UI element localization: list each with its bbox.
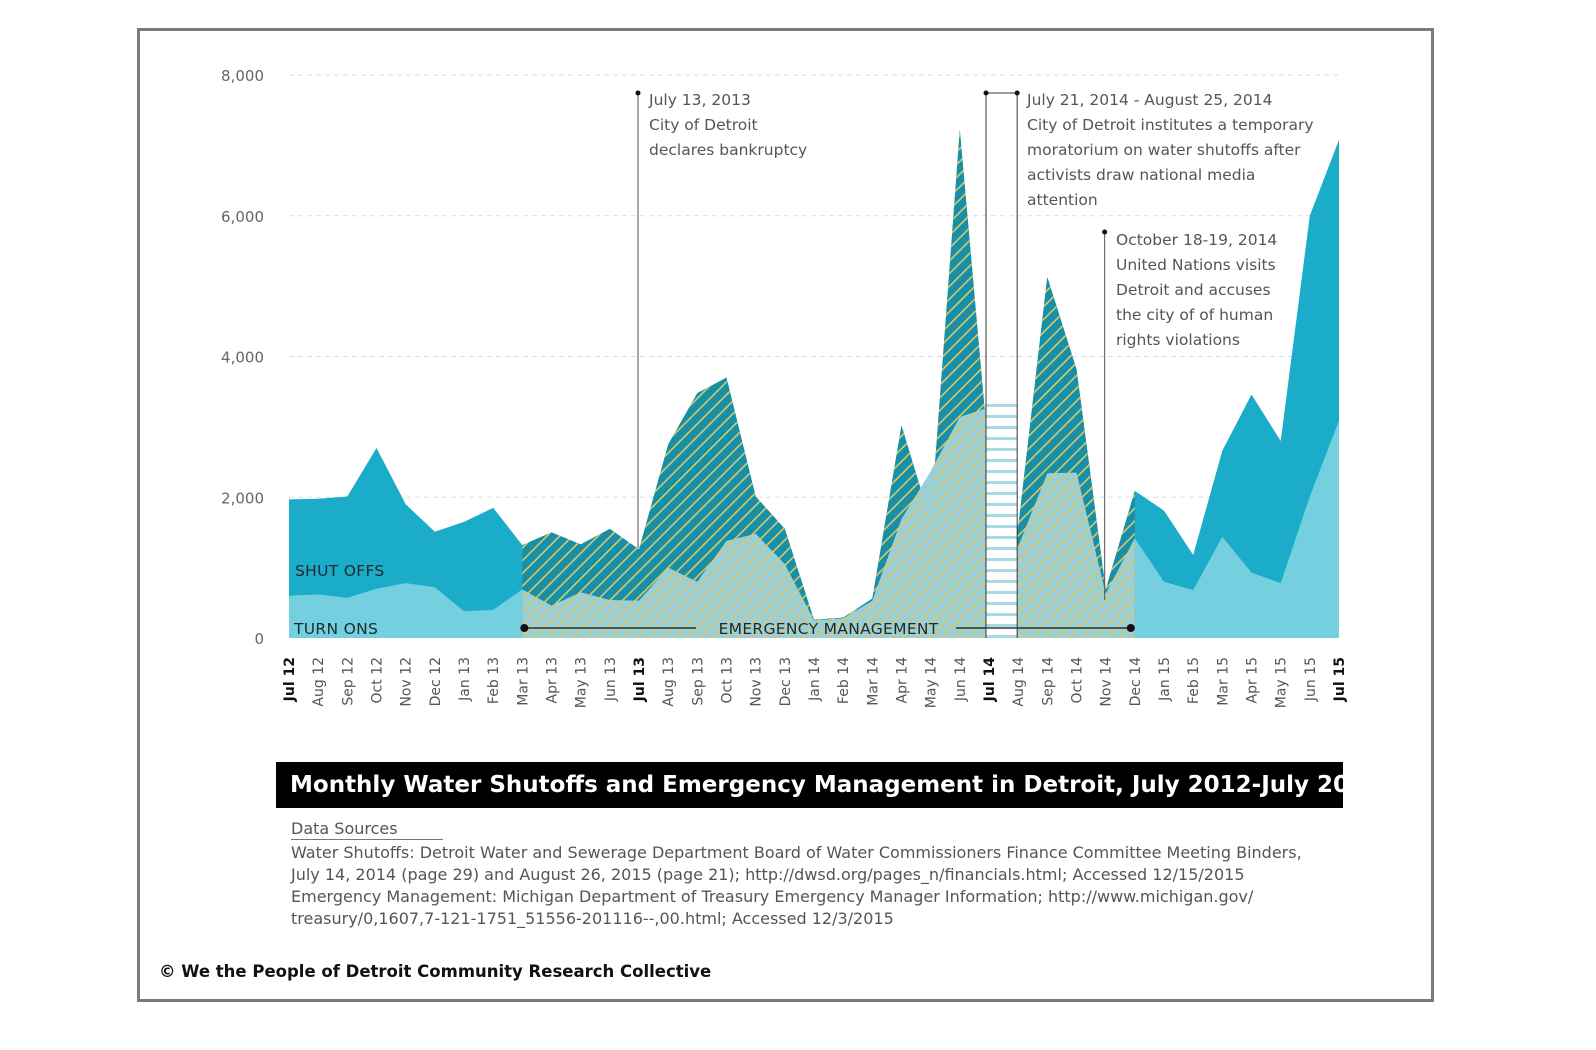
x-tick-label: Sep 13 xyxy=(690,657,706,706)
annotation-text: October 18-19, 2014 xyxy=(1116,231,1277,249)
bankruptcy-dot xyxy=(635,90,641,96)
annotation-text: moratorium on water shutoffs after xyxy=(1027,141,1301,159)
annotation-text: activists draw national media xyxy=(1027,166,1255,184)
annotation-text: rights violations xyxy=(1116,331,1240,349)
x-tick-label: Jan 14 xyxy=(807,657,823,702)
x-tick-label: Jun 15 xyxy=(1303,657,1319,702)
sources-heading: Data Sources xyxy=(291,819,443,840)
x-tick-label: May 13 xyxy=(574,657,590,708)
annotation-text: the city of of human xyxy=(1116,306,1273,324)
annotation-text: United Nations visits xyxy=(1116,256,1276,274)
turn-ons-label: TURN ONS xyxy=(293,620,378,638)
em-start-dot xyxy=(520,624,529,632)
gridlines xyxy=(289,74,1339,498)
x-tick-label: Oct 13 xyxy=(720,657,736,703)
x-tick-label: Feb 15 xyxy=(1186,657,1202,704)
x-tick-label: Nov 13 xyxy=(749,657,765,707)
y-tick-label: 6,000 xyxy=(221,208,264,226)
annotation-text: City of Detroit xyxy=(649,116,758,134)
x-tick-label: Feb 14 xyxy=(836,657,852,704)
shut-offs-area xyxy=(289,129,1339,638)
x-tick-label: Mar 15 xyxy=(1215,657,1231,706)
y-tick-label: 8,000 xyxy=(221,67,264,85)
x-tick-label: Sep 14 xyxy=(1040,657,1056,706)
moratorium-dot-left xyxy=(983,90,989,96)
x-tick-label: Jan 15 xyxy=(1157,657,1173,702)
y-tick-label: 4,000 xyxy=(221,349,264,367)
x-tick-label: Oct 12 xyxy=(370,657,386,703)
em-end-dot xyxy=(1126,624,1135,632)
x-tick-label: Jan 13 xyxy=(457,657,473,702)
un-visit-dot xyxy=(1102,229,1108,235)
turn-ons-area xyxy=(289,407,1339,638)
x-tick-label: Nov 12 xyxy=(399,657,415,707)
emergency-management-label: EMERGENCY MANAGEMENT xyxy=(719,620,939,638)
x-tick-label: Mar 13 xyxy=(515,657,531,706)
source-line: Emergency Management: Michigan Departmen… xyxy=(291,887,1254,906)
x-tick-label: Jul 14 xyxy=(982,657,998,703)
data-sources: Data Sources Water Shutoffs: Detroit Wat… xyxy=(291,818,1351,930)
source-line: Water Shutoffs: Detroit Water and Sewera… xyxy=(291,843,1302,862)
x-tick-label: Dec 14 xyxy=(1128,657,1144,706)
x-tick-label: Jun 14 xyxy=(953,657,969,702)
x-tick-label: Jul 15 xyxy=(1332,657,1348,702)
x-tick-label: Aug 13 xyxy=(661,657,677,707)
annotations: July 13, 2013 City of Detroit declares ban… xyxy=(635,90,1314,638)
x-tick-label: Dec 13 xyxy=(778,657,794,706)
copyright-notice: © We the People of Detroit Community Res… xyxy=(159,962,712,981)
x-tick-label: Apr 14 xyxy=(895,657,911,704)
x-tick-label: Apr 15 xyxy=(1245,657,1261,703)
moratorium-band xyxy=(986,398,1018,638)
annotation-text: July 13, 2013 xyxy=(648,91,751,109)
area-chart: 8,000 6,000 4,000 2,000 0 SHUT OFFS TURN ONS E… xyxy=(221,67,1348,708)
x-tick-label: Oct 14 xyxy=(1070,657,1086,704)
shut-offs-label: SHUT OFFS xyxy=(295,562,385,580)
x-tick-label: May 14 xyxy=(924,657,940,708)
x-axis-ticks: Jul 12 Aug 12 Sep 12 Oct 12 Nov 12 Dec 12 Jan … xyxy=(282,657,1348,708)
x-tick-label: Dec 12 xyxy=(428,657,444,706)
moratorium-dot-right xyxy=(1014,90,1020,96)
annotation-text: declares bankruptcy xyxy=(649,141,807,159)
x-tick-label: Aug 14 xyxy=(1011,657,1027,707)
em-hatch-fill xyxy=(522,129,1135,638)
source-line: treasury/0,1607,7-121-1751_51556-201116-… xyxy=(291,909,894,928)
x-tick-label: Apr 13 xyxy=(545,657,561,703)
x-tick-label: Sep 12 xyxy=(340,657,356,706)
x-tick-label: Mar 14 xyxy=(865,657,881,706)
chart-title: Monthly Water Shutoffs and Emergency Man… xyxy=(276,762,1343,808)
x-tick-label: Aug 12 xyxy=(311,657,327,707)
source-line: July 14, 2014 (page 29) and August 26, 2… xyxy=(291,865,1245,884)
annotation-text: attention xyxy=(1027,191,1098,209)
x-tick-label: Feb 13 xyxy=(486,657,502,704)
annotation-text: Detroit and accuses xyxy=(1116,281,1271,299)
x-tick-label: Jun 13 xyxy=(603,657,619,702)
annotation-text: July 21, 2014 - August 25, 2014 xyxy=(1026,91,1272,109)
x-tick-label: Jul 12 xyxy=(282,657,298,702)
y-tick-label: 0 xyxy=(254,630,264,648)
y-axis-ticks: 8,000 6,000 4,000 2,000 0 xyxy=(221,67,264,648)
x-tick-label: Nov 14 xyxy=(1099,657,1115,707)
x-tick-label: Jul 13 xyxy=(632,657,648,702)
x-tick-label: May 15 xyxy=(1274,657,1290,708)
area-series: SHUT OFFS TURN ONS EMERGENCY MANAGEMENT xyxy=(289,129,1339,638)
emergency-management-hatch xyxy=(522,129,1135,638)
annotation-text: City of Detroit institutes a temporary xyxy=(1027,116,1314,134)
y-tick-label: 2,000 xyxy=(221,489,264,507)
